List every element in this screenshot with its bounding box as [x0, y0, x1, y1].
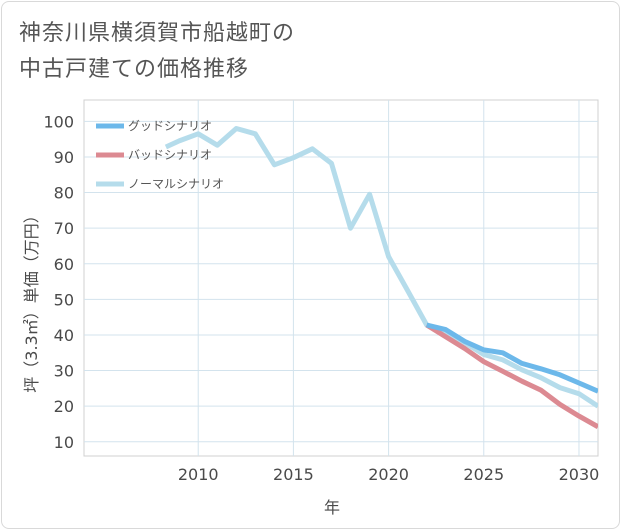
y-tick-label: 10 — [54, 433, 74, 452]
grid-lines — [84, 100, 598, 456]
x-tick-label: 2015 — [273, 465, 314, 484]
series-lines — [164, 126, 598, 429]
y-tick-label: 80 — [54, 184, 74, 203]
legend-item-bad: バッドシナリオ — [96, 148, 212, 162]
series-normal-line — [164, 126, 598, 409]
y-axis-ticks: 10 20 30 40 50 60 70 80 90 100 — [43, 112, 74, 451]
x-tick-label: 2030 — [559, 465, 600, 484]
x-tick-label: 2020 — [368, 465, 409, 484]
x-axis-title: 年 — [324, 498, 340, 517]
y-tick-label: 90 — [54, 148, 74, 167]
legend-item-good: グッドシナリオ — [96, 119, 212, 133]
y-tick-label: 40 — [54, 326, 74, 345]
x-axis-ticks: 2010 2015 2020 2025 2030 — [178, 465, 599, 484]
chart-title: 神奈川県横須賀市船越町の 中古戸建ての価格推移 — [19, 16, 419, 88]
y-tick-label: 50 — [54, 290, 74, 309]
legend-item-normal: ノーマルシナリオ — [96, 177, 224, 191]
legend-label: バッドシナリオ — [128, 148, 212, 162]
x-tick-label: 2010 — [178, 465, 219, 484]
series-bad-line — [425, 322, 598, 429]
legend-label: グッドシナリオ — [128, 119, 212, 133]
x-tick-label: 2025 — [463, 465, 504, 484]
plot-area — [83, 99, 599, 457]
legend-label: ノーマルシナリオ — [128, 177, 224, 191]
y-tick-label: 70 — [54, 219, 74, 238]
y-tick-label: 20 — [54, 397, 74, 416]
y-tick-label: 60 — [54, 255, 74, 274]
chart-title-line2: 中古戸建ての価格推移 — [19, 57, 250, 82]
chart-title-line1: 神奈川県横須賀市船越町の — [19, 21, 296, 46]
y-tick-label: 100 — [43, 112, 74, 131]
y-tick-label: 30 — [54, 362, 74, 381]
y-axis-title: 坪（3.3㎡）単価（万円） — [22, 207, 41, 392]
series-good-line — [426, 322, 598, 394]
